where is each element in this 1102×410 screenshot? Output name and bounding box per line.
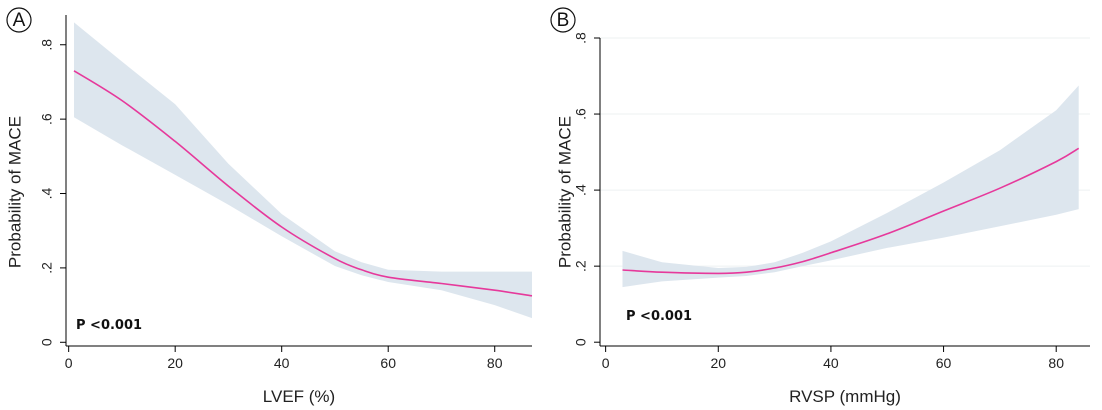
y-tick-label: .8 (573, 32, 589, 44)
x-tick-label: 40 (823, 355, 839, 371)
p-value-annotation: P <0.001 (76, 318, 142, 333)
panel-label-circle (550, 7, 576, 33)
panel-a: 0 .2 .4 .6 .8 0 20 40 60 80 Probability of MACE LVE… (5, 7, 533, 406)
x-tick-label: 0 (65, 355, 73, 371)
x-tick-label: 60 (936, 355, 952, 371)
y-tick-label: .2 (39, 262, 55, 274)
x-tick-label: 40 (274, 355, 290, 371)
y-tick-label: .4 (573, 184, 589, 196)
y-tick-label: .4 (39, 187, 55, 199)
y-tick-label: 0 (39, 338, 55, 346)
y-tick-label: .8 (39, 39, 55, 51)
y-axis-title: Probability of MACE (5, 116, 24, 268)
x-tick-label: 60 (380, 355, 396, 371)
panel-b: 0 .2 .4 .6 .8 0 20 40 60 80 Probability of MACE RVS… (550, 7, 1090, 406)
x-axis-title: LVEF (%) (263, 387, 335, 406)
x-tick-label: 80 (1048, 355, 1064, 371)
panel-label: B (557, 10, 570, 31)
panel-label: A (13, 10, 26, 31)
x-tick-label: 20 (710, 355, 726, 371)
y-tick-label: .6 (39, 113, 55, 125)
y-tick-label: .6 (573, 108, 589, 120)
x-tick-label: 80 (487, 355, 503, 371)
y-axis-title: Probability of MACE (555, 116, 574, 268)
confidence-band (622, 85, 1079, 288)
probability-curve (622, 147, 1080, 275)
p-value-annotation: P <0.001 (626, 309, 692, 324)
x-axis-title: RVSP (mmHg) (789, 387, 901, 406)
panel-label-circle (6, 7, 32, 33)
probability-curve (73, 70, 533, 297)
x-tick-label: 0 (602, 355, 610, 371)
x-tick-label: 20 (167, 355, 183, 371)
y-tick-label: .2 (573, 260, 589, 272)
y-tick-label: 0 (573, 338, 589, 346)
confidence-band (74, 22, 532, 319)
